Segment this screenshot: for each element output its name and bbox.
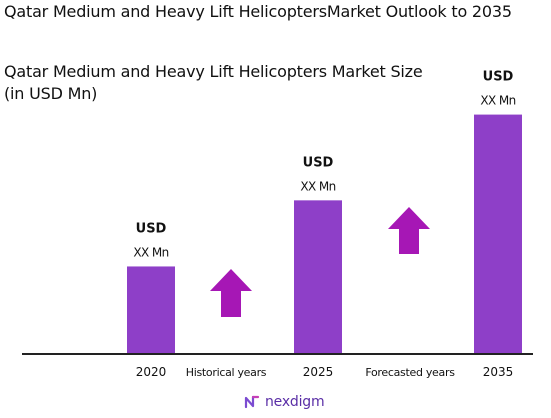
data-label-currency-2025: USD — [303, 155, 334, 170]
period-label-forecasted: Forecasted years — [365, 366, 455, 379]
nexdigm-logo: nexdigm — [244, 391, 325, 413]
bar-2035 — [474, 114, 522, 354]
bar-2020 — [127, 266, 175, 354]
x-tick-label-2035: 2035 — [483, 365, 514, 379]
bar-2025 — [294, 200, 342, 354]
data-label-value-2020: XX Mn — [133, 245, 168, 259]
data-label-currency-2035: USD — [483, 70, 514, 85]
growth-arrow-up-icon-1 — [210, 269, 252, 317]
growth-arrow-up-icon-2 — [388, 207, 430, 254]
chart-subtitle: Qatar Medium and Heavy Lift Helicopters … — [4, 62, 423, 103]
brand-name: nexdigm — [265, 394, 325, 410]
x-tick-label-2025: 2025 — [303, 365, 334, 379]
nexdigm-logo-mark-icon — [244, 395, 260, 409]
data-label-currency-2020: USD — [136, 221, 167, 236]
period-label-historical: Historical years — [186, 366, 267, 379]
data-label-value-2035: XX Mn — [480, 94, 515, 108]
data-label-value-2025: XX Mn — [300, 179, 335, 193]
chart-title: Qatar Medium and Heavy Lift HelicoptersM… — [4, 2, 512, 21]
x-tick-label-2020: 2020 — [136, 365, 167, 379]
